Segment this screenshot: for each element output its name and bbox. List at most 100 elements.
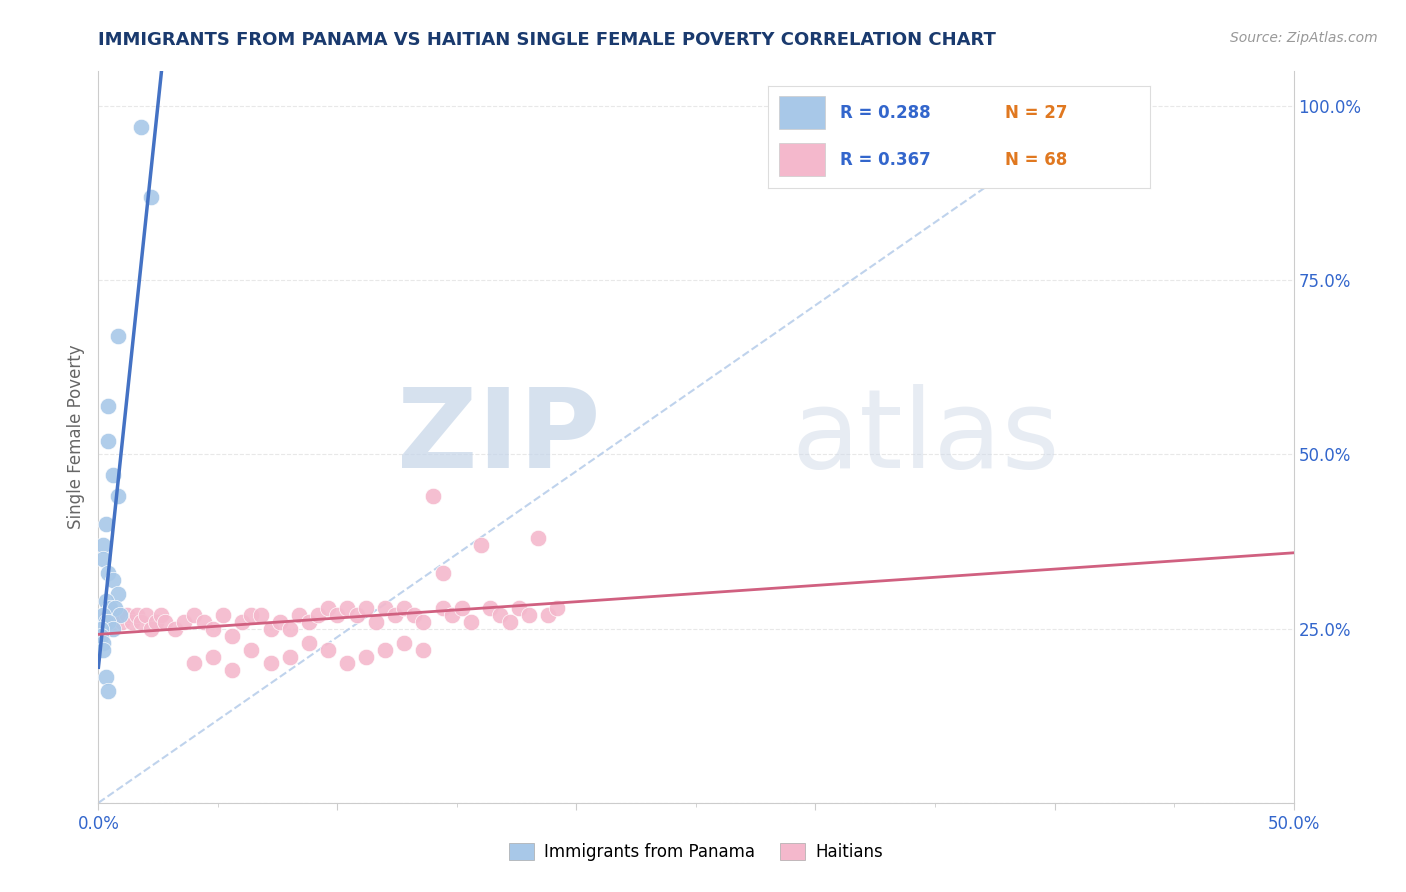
Point [374, 642, 396, 657]
Point [394, 635, 416, 649]
Point [91, 642, 114, 657]
Point [149, 607, 172, 622]
Point [101, 468, 124, 483]
Point [336, 657, 359, 671]
Point [346, 607, 368, 622]
Point [97, 434, 120, 448]
Point [107, 587, 129, 601]
Point [202, 649, 225, 664]
Point [374, 600, 396, 615]
Point [193, 615, 215, 629]
Point [97, 607, 120, 622]
Point [412, 615, 434, 629]
Point [508, 600, 530, 615]
Point [155, 615, 177, 629]
Point [402, 607, 425, 622]
Point [384, 607, 406, 622]
Point [121, 615, 143, 629]
Point [278, 622, 301, 636]
Point [163, 622, 186, 636]
Point [221, 664, 243, 678]
Point [432, 566, 454, 580]
Point [298, 615, 321, 629]
Point [90, 629, 112, 643]
Point [316, 600, 339, 615]
Point [231, 615, 253, 629]
Point [221, 629, 243, 643]
Point [517, 607, 540, 622]
Point [101, 573, 124, 587]
Point [288, 607, 311, 622]
Text: ZIP: ZIP [396, 384, 600, 491]
Point [91, 552, 114, 566]
Point [91, 607, 114, 622]
Point [250, 607, 273, 622]
Point [91, 635, 114, 649]
Point [432, 600, 454, 615]
Point [278, 649, 301, 664]
Point [298, 635, 321, 649]
Point [470, 538, 492, 552]
Point [336, 600, 359, 615]
Point [394, 600, 416, 615]
Point [94, 670, 117, 684]
Point [450, 600, 472, 615]
Point [139, 622, 162, 636]
Point [441, 607, 464, 622]
Point [111, 615, 134, 629]
Point [259, 657, 281, 671]
Point [94, 594, 117, 608]
Point [354, 600, 377, 615]
Point [145, 615, 167, 629]
Point [97, 399, 120, 413]
Point [527, 531, 550, 545]
Point [202, 622, 225, 636]
Text: Source: ZipAtlas.com: Source: ZipAtlas.com [1230, 31, 1378, 45]
Point [94, 517, 117, 532]
Point [537, 607, 560, 622]
Point [97, 684, 120, 698]
Point [98, 600, 122, 615]
Point [97, 615, 120, 629]
Point [259, 622, 281, 636]
Point [104, 600, 127, 615]
Point [364, 615, 387, 629]
Point [101, 622, 124, 636]
Point [131, 120, 153, 134]
Point [108, 607, 131, 622]
Y-axis label: Single Female Poverty: Single Female Poverty [66, 345, 84, 529]
Point [135, 607, 157, 622]
Point [107, 329, 129, 343]
Point [131, 615, 153, 629]
Point [489, 607, 512, 622]
Text: atlas: atlas [792, 384, 1060, 491]
Text: IMMIGRANTS FROM PANAMA VS HAITIAN SINGLE FEMALE POVERTY CORRELATION CHART: IMMIGRANTS FROM PANAMA VS HAITIAN SINGLE… [98, 31, 997, 49]
Point [479, 600, 502, 615]
Point [422, 489, 444, 503]
Point [460, 615, 482, 629]
Point [498, 615, 520, 629]
Point [546, 600, 568, 615]
Point [183, 657, 205, 671]
Point [115, 607, 138, 622]
Point [94, 615, 117, 629]
Point [412, 642, 434, 657]
Point [125, 607, 148, 622]
Point [101, 615, 124, 629]
Point [97, 566, 120, 580]
Point [240, 642, 263, 657]
Point [269, 615, 291, 629]
Point [91, 538, 114, 552]
Point [354, 649, 377, 664]
Point [307, 607, 329, 622]
Point [139, 190, 162, 204]
Point [211, 607, 233, 622]
Point [90, 622, 112, 636]
Point [183, 607, 205, 622]
Point [240, 607, 263, 622]
Point [107, 607, 129, 622]
Point [173, 615, 195, 629]
Point [316, 642, 339, 657]
Point [326, 607, 349, 622]
Legend: Immigrants from Panama, Haitians: Immigrants from Panama, Haitians [502, 836, 890, 868]
